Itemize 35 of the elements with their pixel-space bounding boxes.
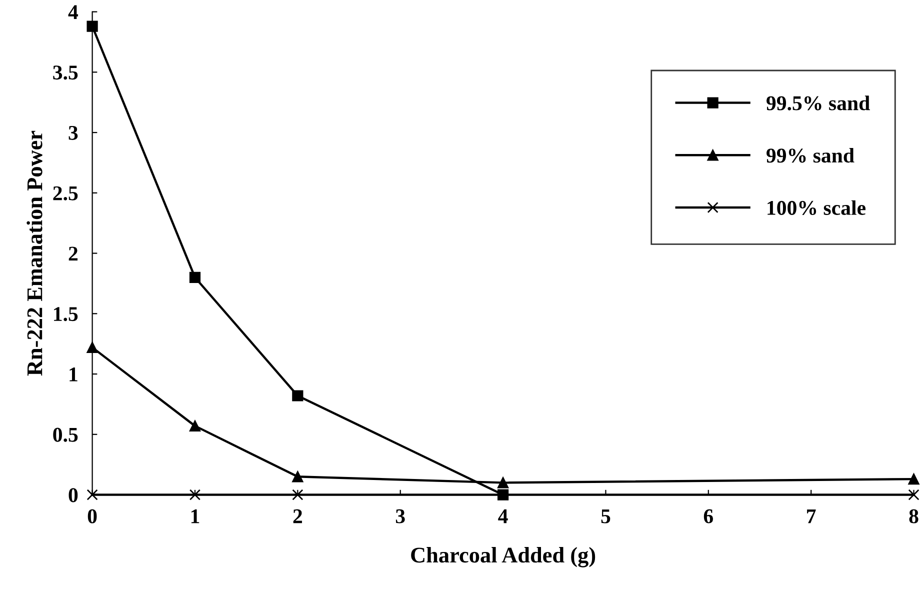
x-tick-label: 3 [396, 509, 405, 524]
point [86, 342, 98, 354]
x-tick-label: 4 [498, 509, 508, 524]
x-axis-title: Charcoal Added (g) [411, 546, 596, 568]
y-tick-label: 1 [70, 367, 78, 382]
point [86, 20, 98, 32]
y-tick-label: 0 [68, 488, 78, 502]
y-tick-label: 1.5 [54, 307, 78, 322]
point [86, 489, 98, 500]
y-tick-label: 2.5 [53, 186, 78, 200]
point [908, 489, 920, 500]
point [908, 474, 920, 485]
y-tick-label: 2 [68, 246, 78, 260]
x-tick-label: 8 [909, 509, 918, 524]
x-tick-label: 0 [88, 509, 97, 524]
legend-label: 99% sand [766, 148, 854, 163]
y-axis-title: Rn-222 Emanation Power [26, 130, 42, 376]
x-tick-label: 1 [191, 509, 200, 524]
point [189, 420, 201, 432]
point [292, 471, 304, 482]
y-tick-label: 3.5 [53, 66, 78, 80]
y-tick-label: 4 [68, 5, 78, 20]
point [497, 477, 509, 488]
point [189, 489, 201, 500]
y-tick-label: 3 [68, 126, 78, 140]
point [189, 272, 201, 283]
x-tick-label: 2 [293, 509, 302, 524]
point [292, 489, 304, 500]
y-tick-label: 0.5 [53, 428, 78, 442]
point [292, 390, 304, 402]
x-tick-label: 5 [601, 509, 610, 524]
x-tick-label: 6 [704, 509, 713, 524]
legend-label: 100% scale [768, 200, 866, 216]
legend-label: 99.5% sand [766, 96, 870, 110]
x-tick-label: 7 [807, 509, 816, 524]
